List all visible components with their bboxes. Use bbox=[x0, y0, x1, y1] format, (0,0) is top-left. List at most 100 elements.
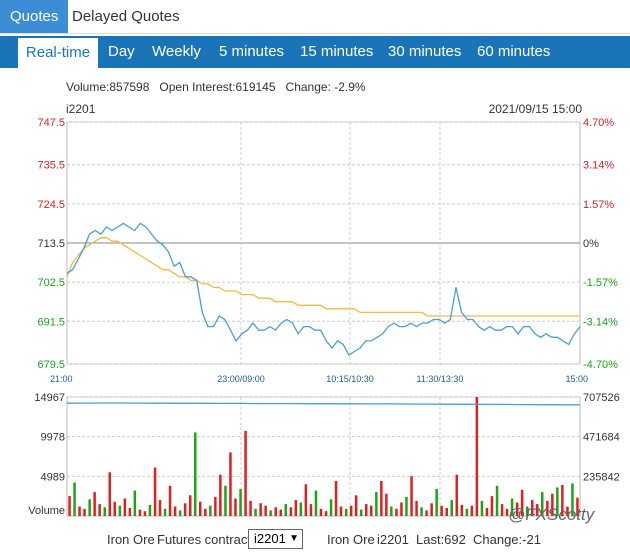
volume-plot-frame bbox=[66, 396, 581, 517]
period-day[interactable]: Day bbox=[108, 43, 135, 60]
volume-bar bbox=[229, 452, 232, 516]
volume-bar bbox=[380, 481, 383, 516]
volume-bar bbox=[309, 504, 313, 516]
volume-bar bbox=[128, 508, 132, 516]
volume-bar bbox=[93, 492, 96, 516]
info-bar: Volume:857598 Open Interest:619145 Chang… bbox=[66, 80, 366, 94]
x-tick-label: 11:30/13:30 bbox=[417, 374, 464, 384]
volume-tick-label: 14967 bbox=[34, 392, 65, 404]
volume-bar bbox=[294, 500, 298, 516]
bottom-bar: Iron Ore Futures contracts Iron Ore i220… bbox=[0, 528, 630, 552]
open-interest-line bbox=[66, 402, 580, 406]
volume-bar bbox=[475, 397, 479, 516]
tab-delayed-quotes[interactable]: Delayed Quotes bbox=[72, 8, 180, 25]
volume-bar bbox=[495, 485, 499, 516]
volume-bar bbox=[143, 511, 147, 516]
volume-bar bbox=[440, 505, 443, 516]
y-tick-label-right: -3.14% bbox=[583, 316, 618, 328]
y-tick-label-right: 3.14% bbox=[583, 160, 614, 172]
change-value: Change:-21 bbox=[473, 532, 541, 547]
y-tick-label: 735.5 bbox=[37, 160, 65, 172]
volume-bar bbox=[158, 500, 162, 516]
volume-bar bbox=[148, 504, 152, 516]
volume-bar bbox=[214, 496, 217, 516]
volume-tick-label: 9978 bbox=[41, 432, 65, 444]
open-interest-text: Open Interest:619145 bbox=[159, 80, 276, 94]
volume-bar bbox=[385, 493, 388, 516]
volume-bar bbox=[450, 500, 453, 516]
volume-bar bbox=[168, 485, 172, 516]
x-tick-label: 15:00 bbox=[565, 374, 588, 384]
volume-bar bbox=[123, 498, 127, 516]
volume-bar bbox=[88, 499, 91, 516]
y-tick-label-right: 4.70% bbox=[583, 117, 614, 129]
y-tick-label: 691.5 bbox=[37, 316, 65, 328]
volume-bar bbox=[344, 508, 348, 516]
volume-bar bbox=[264, 505, 267, 516]
tab-quotes[interactable]: Quotes bbox=[0, 0, 69, 33]
volume-bar bbox=[520, 489, 524, 516]
volume-bar bbox=[324, 511, 328, 516]
period-real-time[interactable]: Real-time bbox=[18, 38, 98, 68]
period-30-minutes[interactable]: 30 minutes bbox=[388, 43, 462, 60]
volume-bar bbox=[108, 472, 111, 516]
volume-bar bbox=[239, 489, 242, 516]
volume-bar bbox=[485, 508, 489, 516]
y-tick-label-right: 1.57% bbox=[583, 199, 614, 211]
volume-bar bbox=[289, 507, 293, 516]
volume-bar bbox=[234, 498, 237, 516]
volume-bar bbox=[445, 508, 448, 516]
volume-bar bbox=[576, 497, 579, 516]
volume-bar bbox=[103, 507, 106, 516]
period-5-minutes[interactable]: 5 minutes bbox=[219, 43, 285, 60]
volume-bar bbox=[194, 432, 197, 516]
period-60-minutes[interactable]: 60 minutes bbox=[477, 43, 551, 60]
volume-bar bbox=[78, 506, 81, 516]
volume-bar bbox=[204, 508, 207, 516]
volume-bar bbox=[375, 492, 378, 516]
period-tabs: Real-time Day Weekly 5 minutes 15 minute… bbox=[0, 36, 630, 68]
y-tick-label: 702.5 bbox=[37, 277, 65, 289]
volume-bar bbox=[304, 484, 308, 516]
y-tick-label-right: 0% bbox=[583, 238, 599, 250]
volume-bar bbox=[405, 496, 408, 516]
volume-bar bbox=[279, 509, 282, 516]
oi-tick-label: 235842 bbox=[583, 471, 620, 483]
volume-bar bbox=[490, 496, 494, 516]
volume-bar bbox=[505, 508, 509, 516]
volume-bar bbox=[178, 510, 182, 516]
volume-bar bbox=[334, 481, 338, 516]
volume-bar bbox=[319, 508, 323, 516]
volume-bar bbox=[153, 467, 157, 516]
top-tabs: Quotes Delayed Quotes bbox=[0, 0, 630, 34]
volume-bar bbox=[314, 490, 318, 516]
volume-bar bbox=[455, 474, 458, 516]
volume-bar bbox=[390, 506, 393, 516]
oi-tick-label: 707526 bbox=[583, 392, 620, 404]
volume-bar bbox=[299, 502, 303, 516]
contract-select[interactable]: i2201 ▼ bbox=[248, 529, 303, 549]
volume-bar bbox=[339, 506, 343, 516]
volume-bar bbox=[254, 508, 257, 516]
volume-bar bbox=[460, 504, 464, 516]
volume-bar bbox=[118, 505, 122, 516]
y-tick-label: 747.5 bbox=[37, 117, 65, 129]
price-line bbox=[66, 222, 581, 357]
volume-bar bbox=[98, 504, 101, 516]
period-15-minutes[interactable]: 15 minutes bbox=[300, 43, 374, 60]
y-tick-label: 724.5 bbox=[37, 199, 65, 211]
volume-bar bbox=[541, 492, 544, 516]
volume-bar bbox=[68, 496, 71, 516]
volume-bar bbox=[360, 509, 363, 516]
volume-bar bbox=[546, 500, 549, 516]
volume-bar bbox=[551, 493, 554, 516]
y-tick-label: 713.5 bbox=[37, 238, 65, 250]
volume-bar bbox=[249, 500, 252, 516]
contract-select-value: i2201 bbox=[254, 531, 286, 546]
volume-bar bbox=[410, 476, 413, 516]
volume-bar bbox=[73, 482, 76, 516]
volume-bar bbox=[329, 499, 333, 516]
period-weekly[interactable]: Weekly bbox=[152, 43, 201, 60]
volume-bar bbox=[561, 485, 564, 516]
datetime-label: 2021/09/15 15:00 bbox=[488, 102, 582, 116]
